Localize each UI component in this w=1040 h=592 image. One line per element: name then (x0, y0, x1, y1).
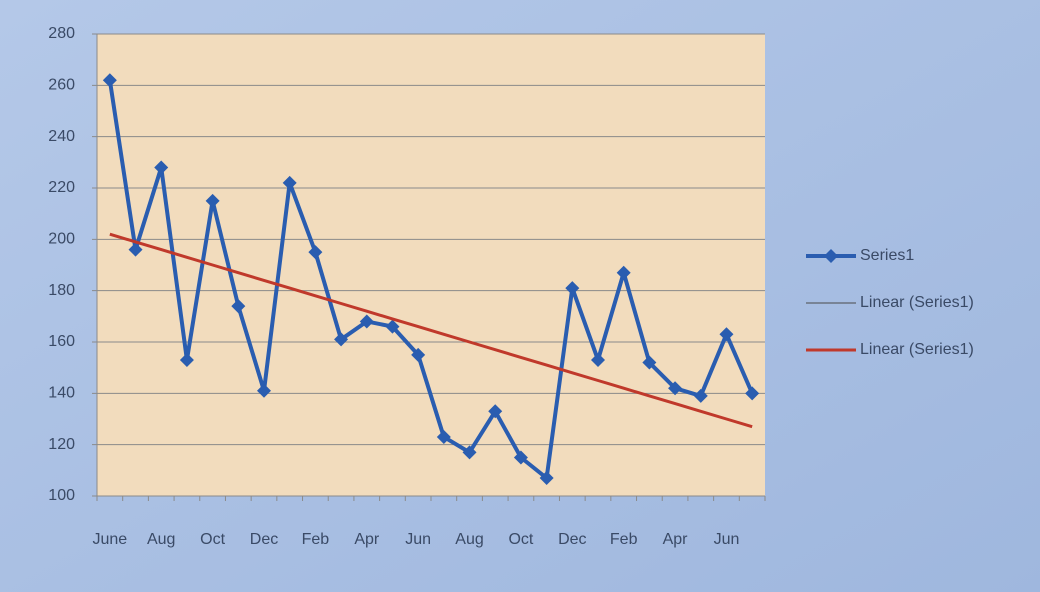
data-point (693, 388, 708, 403)
x-tick-label: Oct (200, 531, 225, 548)
plot-area (97, 34, 765, 496)
y-tick-label: 160 (48, 333, 75, 350)
x-tick-label: Apr (663, 531, 689, 548)
data-point (102, 73, 117, 88)
data-point (334, 332, 349, 347)
legend-label: Linear (Series1) (860, 294, 974, 311)
data-point (642, 355, 657, 370)
x-tick-label: Oct (508, 531, 533, 548)
x-tick-label: Dec (558, 531, 586, 548)
x-tick-label: Jun (714, 531, 740, 548)
data-point (616, 265, 631, 280)
data-point (462, 445, 477, 460)
legend-marker (824, 249, 838, 263)
data-point (282, 175, 297, 190)
series-line (107, 79, 754, 481)
data-point (745, 386, 760, 401)
data-point (128, 242, 143, 257)
x-tick-label: Aug (455, 531, 483, 548)
legend-label: Series1 (860, 247, 914, 264)
x-tick-label: Apr (354, 531, 380, 548)
data-point (591, 352, 605, 367)
data-point (513, 450, 528, 465)
series-line (109, 232, 753, 429)
x-tick-label: Aug (147, 531, 175, 548)
data-point (205, 193, 220, 208)
y-tick-label: 180 (48, 282, 75, 299)
y-tick-label: 200 (48, 231, 75, 248)
x-tick-label: Feb (610, 531, 638, 548)
data-point (359, 314, 374, 329)
y-tick-label: 100 (48, 487, 75, 504)
y-tick-label: 220 (48, 179, 75, 196)
x-tick-label: Jun (405, 531, 431, 548)
data-point (385, 319, 400, 334)
data-point (308, 245, 323, 260)
data-point (231, 299, 246, 314)
x-tick-label: Dec (250, 531, 278, 548)
data-point (257, 383, 271, 398)
y-tick-label: 280 (48, 25, 75, 42)
data-point (488, 404, 503, 419)
data-point (565, 281, 580, 296)
data-point (179, 352, 194, 367)
legend-label: Linear (Series1) (860, 341, 974, 358)
data-point (436, 429, 451, 444)
data-point (154, 160, 169, 175)
x-tick-label: Feb (302, 531, 330, 548)
data-point (668, 381, 683, 396)
data-point (411, 347, 426, 362)
data-point (539, 471, 554, 486)
y-tick-label: 120 (48, 436, 75, 453)
data-point (719, 327, 734, 342)
y-tick-label: 240 (48, 128, 75, 145)
y-tick-label: 140 (48, 385, 75, 402)
y-tick-label: 260 (48, 77, 75, 94)
x-tick-label: June (92, 531, 127, 548)
